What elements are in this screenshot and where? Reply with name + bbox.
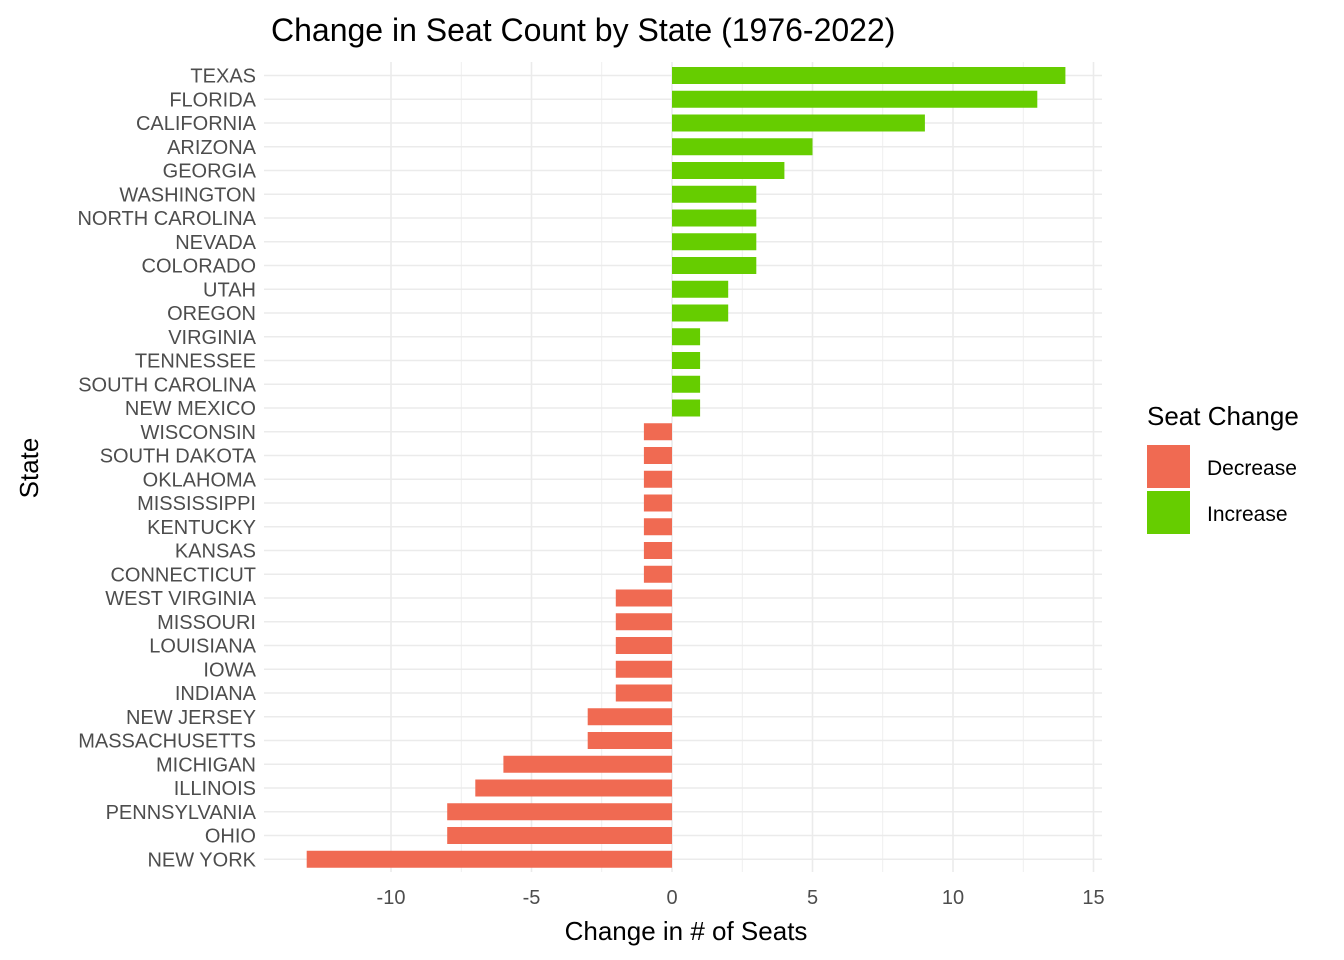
- y-tick-label: ILLINOIS: [174, 778, 256, 800]
- bar-iowa: [615, 660, 672, 678]
- x-tick-label: -10: [377, 887, 406, 909]
- y-tick-label: NORTH CAROLINA: [77, 208, 256, 230]
- y-tick-label: OKLAHOMA: [143, 469, 257, 491]
- x-tick-label: 0: [666, 887, 677, 909]
- bar-missouri: [615, 613, 672, 631]
- y-tick-label: INDIANA: [175, 683, 257, 705]
- bar-nevada: [672, 233, 757, 251]
- bar-pennsylvania: [447, 803, 672, 821]
- bar-tennessee: [672, 352, 701, 369]
- y-tick-label: FLORIDA: [169, 89, 256, 111]
- y-tick-label: LOUISIANA: [149, 636, 256, 658]
- legend-swatch-increase: [1147, 491, 1190, 534]
- y-tick-label: NEW YORK: [147, 849, 256, 871]
- y-tick-label: KANSAS: [175, 541, 256, 563]
- y-tick-label: NEW MEXICO: [125, 398, 256, 420]
- y-tick-label: GEORGIA: [163, 161, 257, 183]
- y-tick-labels: TEXASFLORIDACALIFORNIAARIZONAGEORGIAWASH…: [77, 66, 256, 872]
- y-tick-label: ARIZONA: [167, 137, 257, 159]
- x-tick-labels: -10 -5 0 5 10 15: [377, 887, 1105, 909]
- bar-wisconsin: [643, 423, 672, 441]
- bar-south-carolina: [672, 375, 701, 393]
- bar-arizona: [672, 138, 813, 156]
- bar-north-carolina: [672, 209, 757, 227]
- bar-utah: [672, 280, 729, 298]
- bar-illinois: [475, 779, 672, 797]
- x-tick-label: 10: [942, 887, 964, 909]
- y-tick-label: WASHINGTON: [119, 184, 256, 206]
- y-tick-label: MISSOURI: [157, 612, 256, 634]
- bar-mississippi: [643, 494, 672, 512]
- bar-texas: [672, 67, 1066, 84]
- y-axis-title: State: [14, 438, 44, 499]
- legend: Seat Change Decrease Increase: [1147, 401, 1299, 534]
- y-tick-label: SOUTH CAROLINA: [78, 374, 256, 396]
- bars-layer: [306, 67, 1066, 868]
- x-tick-label: -5: [523, 887, 541, 909]
- y-tick-label: MASSACHUSETTS: [78, 731, 256, 753]
- y-tick-label: UTAH: [203, 279, 256, 301]
- bar-ohio: [447, 827, 672, 844]
- bar-south-dakota: [643, 447, 672, 464]
- y-tick-label: VIRGINIA: [168, 327, 256, 349]
- y-tick-label: COLORADO: [142, 256, 256, 278]
- bar-indiana: [615, 684, 672, 702]
- y-tick-label: WISCONSIN: [140, 422, 256, 444]
- legend-label-increase: Increase: [1207, 503, 1288, 526]
- y-tick-label: CONNECTICUT: [110, 564, 256, 586]
- y-tick-label: TENNESSEE: [135, 351, 256, 373]
- bar-new-york: [306, 850, 672, 868]
- chart-title: Change in Seat Count by State (1976-2022…: [271, 12, 895, 48]
- bar-florida: [672, 90, 1038, 108]
- y-tick-label: SOUTH DAKOTA: [100, 446, 257, 468]
- y-tick-label: PENNSYLVANIA: [106, 802, 257, 824]
- legend-title: Seat Change: [1147, 401, 1299, 431]
- bar-michigan: [503, 755, 672, 773]
- bar-oklahoma: [643, 470, 672, 488]
- bar-louisiana: [615, 637, 672, 654]
- bar-west-virginia: [615, 589, 672, 607]
- grid-layer: [264, 62, 1102, 872]
- bar-kentucky: [643, 518, 672, 536]
- y-tick-label: WEST VIRGINIA: [105, 588, 256, 610]
- y-tick-label: OREGON: [167, 303, 256, 325]
- y-tick-label: TEXAS: [190, 66, 256, 88]
- y-tick-label: NEVADA: [175, 232, 256, 254]
- x-tick-label: 5: [807, 887, 818, 909]
- bar-new-mexico: [672, 399, 701, 417]
- bar-washington: [672, 185, 757, 203]
- y-tick-label: MISSISSIPPI: [137, 493, 256, 515]
- y-tick-label: OHIO: [205, 826, 256, 848]
- bar-georgia: [672, 162, 785, 179]
- bar-virginia: [672, 328, 701, 346]
- bar-colorado: [672, 257, 757, 274]
- y-tick-label: NEW JERSEY: [126, 707, 256, 729]
- bar-kansas: [643, 542, 672, 559]
- y-tick-label: CALIFORNIA: [136, 113, 257, 135]
- bar-california: [672, 114, 925, 132]
- x-axis-title: Change in # of Seats: [565, 916, 808, 946]
- y-tick-label: MICHIGAN: [156, 754, 256, 776]
- bar-connecticut: [643, 565, 672, 583]
- legend-swatch-decrease: [1147, 445, 1190, 488]
- y-tick-label: KENTUCKY: [147, 517, 256, 539]
- bar-massachusetts: [587, 732, 672, 749]
- legend-label-decrease: Decrease: [1207, 457, 1297, 480]
- x-tick-label: 15: [1082, 887, 1104, 909]
- bar-new-jersey: [587, 708, 672, 726]
- bar-oregon: [672, 304, 729, 322]
- y-tick-label: IOWA: [203, 659, 256, 681]
